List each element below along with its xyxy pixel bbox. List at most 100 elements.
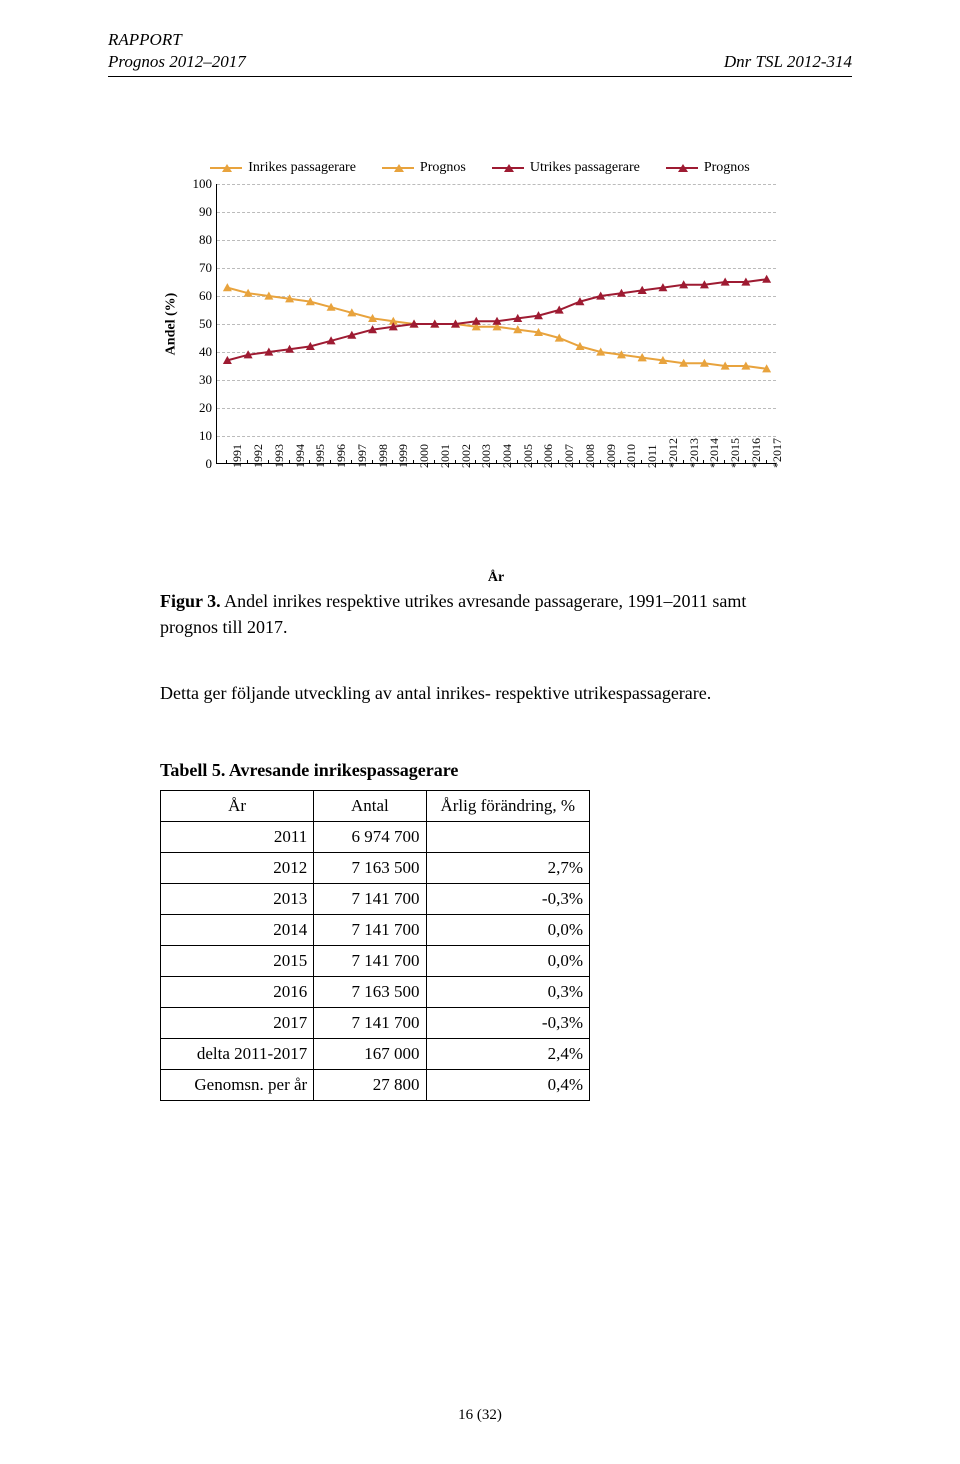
table-cell: 7 163 500 xyxy=(314,853,426,884)
xtick-label: 2002 xyxy=(459,444,474,468)
ytick-label: 100 xyxy=(182,176,212,192)
xtick-label: 1995 xyxy=(313,444,328,468)
xtick-mark xyxy=(330,460,331,464)
legend-label: Prognos xyxy=(420,160,466,176)
table-cell: 2016 xyxy=(161,977,314,1008)
xtick-label: 2004 xyxy=(500,444,515,468)
chart-yticks: 0102030405060708090100 xyxy=(182,184,216,464)
table-cell: -0,3% xyxy=(426,884,589,915)
table-title: Tabell 5. Avresande inrikespassagerare xyxy=(160,760,458,781)
xtick-mark xyxy=(724,460,725,464)
ytick-label: 90 xyxy=(182,204,212,220)
legend-item: Prognos xyxy=(382,160,466,176)
xtick-mark xyxy=(455,460,456,464)
ytick-label: 20 xyxy=(182,400,212,416)
table-row: Genomsn. per år27 8000,4% xyxy=(161,1070,590,1101)
legend-label: Prognos xyxy=(704,160,750,176)
xtick-label: 1997 xyxy=(355,444,370,468)
header-report: RAPPORT xyxy=(108,30,182,50)
table-row: 20137 141 700-0,3% xyxy=(161,884,590,915)
header-subtitle: Prognos 2012–2017 xyxy=(108,52,246,72)
header-dnr: Dnr TSL 2012-314 xyxy=(724,52,852,72)
xtick-label: 1991 xyxy=(230,444,245,468)
xtick-label: 2010 xyxy=(624,444,639,468)
xtick-mark xyxy=(434,460,435,464)
table-cell: delta 2011-2017 xyxy=(161,1039,314,1070)
table-cell: 7 141 700 xyxy=(314,884,426,915)
table-cell: 2,7% xyxy=(426,853,589,884)
xtick-mark xyxy=(620,460,621,464)
xtick-mark xyxy=(247,460,248,464)
xtick-label: 2003 xyxy=(479,444,494,468)
xtick-mark xyxy=(537,460,538,464)
table-header-cell: År xyxy=(161,791,314,822)
table-cell: 2011 xyxy=(161,822,314,853)
table-row: 20157 141 7000,0% xyxy=(161,946,590,977)
xtick-label: 1992 xyxy=(251,444,266,468)
xtick-mark xyxy=(766,460,767,464)
xtick-mark xyxy=(351,460,352,464)
xtick-label: 2005 xyxy=(521,444,536,468)
table-cell: Genomsn. per år xyxy=(161,1070,314,1101)
chart-container: Inrikes passagerare Prognos Utrikes passag… xyxy=(160,160,800,586)
ytick-label: 30 xyxy=(182,372,212,388)
xtick-mark xyxy=(475,460,476,464)
ytick-label: 10 xyxy=(182,428,212,444)
chart-svg xyxy=(217,184,777,464)
table-row: 20167 163 5000,3% xyxy=(161,977,590,1008)
table-cell: 7 141 700 xyxy=(314,946,426,977)
series-marker xyxy=(223,283,232,291)
xtick-mark xyxy=(413,460,414,464)
xtick-label: 2008 xyxy=(583,444,598,468)
xtick-label: 2009 xyxy=(604,444,619,468)
table-cell: 0,4% xyxy=(426,1070,589,1101)
xtick-mark xyxy=(683,460,684,464)
xtick-label: *2016 xyxy=(749,438,764,468)
table-cell: 2013 xyxy=(161,884,314,915)
xtick-label: 2006 xyxy=(541,444,556,468)
xtick-mark xyxy=(289,460,290,464)
table-cell: 7 141 700 xyxy=(314,1008,426,1039)
xtick-label: *2013 xyxy=(687,438,702,468)
ytick-label: 40 xyxy=(182,344,212,360)
table-cell xyxy=(426,822,589,853)
xtick-label: 2007 xyxy=(562,444,577,468)
xtick-label: *2014 xyxy=(707,438,722,468)
xtick-mark xyxy=(372,460,373,464)
legend-item: Inrikes passagerare xyxy=(210,160,356,176)
xtick-label: *2015 xyxy=(728,438,743,468)
xtick-label: 1998 xyxy=(376,444,391,468)
caption-lead: Figur 3. xyxy=(160,591,221,611)
chart-xlabel: År xyxy=(216,570,776,586)
legend-marker xyxy=(382,162,414,174)
data-table: ÅrAntalÅrlig förändring, % 20116 974 700… xyxy=(160,790,590,1101)
table-cell: 2017 xyxy=(161,1008,314,1039)
xtick-mark xyxy=(392,460,393,464)
ytick-label: 60 xyxy=(182,288,212,304)
table-cell: 0,3% xyxy=(426,977,589,1008)
xtick-mark xyxy=(268,460,269,464)
xtick-mark xyxy=(703,460,704,464)
xtick-mark xyxy=(641,460,642,464)
xtick-mark xyxy=(517,460,518,464)
ytick-label: 0 xyxy=(182,456,212,472)
table-cell: 0,0% xyxy=(426,946,589,977)
xtick-label: 2000 xyxy=(417,444,432,468)
legend-marker xyxy=(666,162,698,174)
table-header-cell: Årlig förändring, % xyxy=(426,791,589,822)
chart-ylabel: Andel (%) xyxy=(160,184,182,464)
table-cell: 6 974 700 xyxy=(314,822,426,853)
chart-xticks: 1991199219931994199519961997199819992000… xyxy=(216,464,776,516)
table-row: 20147 141 7000,0% xyxy=(161,915,590,946)
legend-item: Utrikes passagerare xyxy=(492,160,640,176)
table-cell: 7 141 700 xyxy=(314,915,426,946)
table-cell: 167 000 xyxy=(314,1039,426,1070)
chart-caption: Figur 3. Andel inrikes respektive utrike… xyxy=(160,588,800,640)
xtick-label: 2001 xyxy=(438,444,453,468)
legend-marker xyxy=(492,162,524,174)
xtick-label: 1994 xyxy=(293,444,308,468)
legend-item: Prognos xyxy=(666,160,750,176)
xtick-mark xyxy=(579,460,580,464)
xtick-mark xyxy=(226,460,227,464)
table-cell: 27 800 xyxy=(314,1070,426,1101)
